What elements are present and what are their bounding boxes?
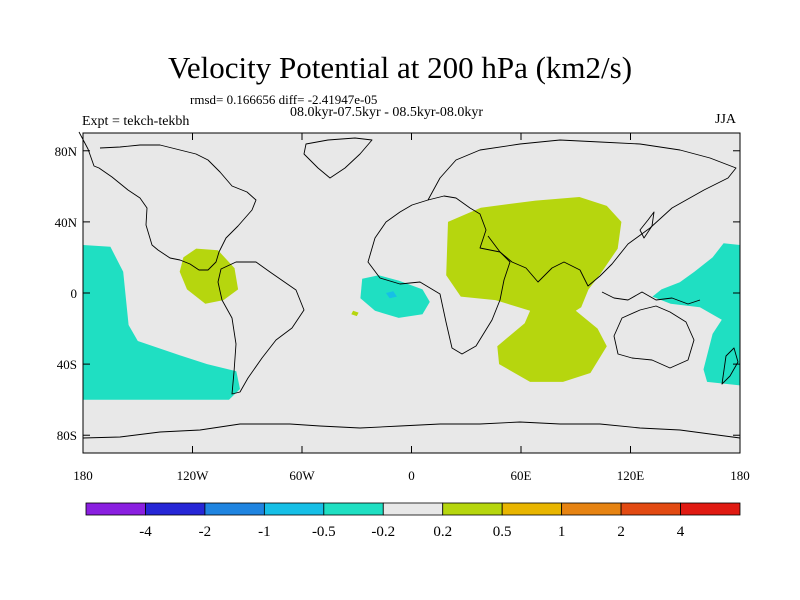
north-america-coast bbox=[78, 131, 257, 271]
period-label: 08.0kyr-07.5kyr - 08.5kyr-08.0kyr bbox=[290, 105, 484, 120]
colorbar-swatch bbox=[501, 502, 563, 516]
x-tick-label: 0 bbox=[408, 468, 415, 483]
x-tick-label: 180 bbox=[730, 468, 750, 483]
japan-coast bbox=[639, 211, 655, 239]
y-tick-label: 40S bbox=[57, 357, 77, 372]
chart-title: Velocity Potential at 200 hPa (km2/s) bbox=[167, 50, 633, 85]
x-tick-label: 120E bbox=[617, 468, 645, 483]
contour-regions bbox=[83, 197, 740, 400]
colorbar-swatch bbox=[382, 502, 444, 516]
colorbar: -4 -2 -1 -0.5 -0.2 0.2 0.5 1 2 4 bbox=[85, 502, 741, 540]
colorbar-swatch bbox=[442, 502, 503, 516]
experiment-label: Expt = tekch-tekbh bbox=[82, 114, 190, 129]
region-central-america bbox=[179, 248, 239, 304]
coastlines bbox=[78, 131, 741, 439]
region-atlantic-core bbox=[386, 291, 397, 299]
eurasia-coast bbox=[427, 139, 737, 287]
colorbar-label: -4 bbox=[139, 524, 152, 540]
colorbar-swatch bbox=[680, 502, 741, 516]
colorbar-swatch bbox=[620, 502, 681, 516]
region-asia-monsoon bbox=[446, 197, 622, 382]
x-tick-label: 180 bbox=[73, 468, 93, 483]
colorbar-label: -2 bbox=[199, 524, 212, 540]
colorbar-label: 1 bbox=[558, 524, 566, 540]
x-tick-label: 60E bbox=[511, 468, 532, 483]
colorbar-label: 4 bbox=[677, 524, 685, 540]
season-label: JJA bbox=[715, 112, 737, 127]
south-america-coast bbox=[217, 261, 305, 395]
stats-text: rmsd= 0.166656 diff= -2.41947e-05 bbox=[190, 92, 378, 107]
colorbar-label: 0.5 bbox=[493, 524, 512, 540]
y-tick-label: 40N bbox=[55, 215, 78, 230]
y-tick-label: 80S bbox=[57, 428, 77, 443]
y-tick-label: 80N bbox=[55, 144, 78, 159]
x-tick-label: 60W bbox=[289, 468, 315, 483]
greenland-coast bbox=[303, 137, 373, 179]
colorbar-label: -0.2 bbox=[371, 524, 395, 540]
region-east-pacific bbox=[83, 245, 240, 400]
colorbar-swatch bbox=[85, 502, 146, 516]
colorbar-label: -0.5 bbox=[312, 524, 336, 540]
colorbar-swatch bbox=[263, 502, 325, 516]
africa-europe-coast bbox=[367, 195, 511, 355]
new-zealand-coast bbox=[721, 347, 739, 385]
colorbar-swatch bbox=[561, 502, 622, 516]
colorbar-label: 2 bbox=[617, 524, 625, 540]
axis-ticks: 180 120W 60W 0 60E 120E 180 80N 40N 0 40S 80S bbox=[55, 133, 750, 483]
australia-coast bbox=[613, 305, 695, 369]
colorbar-swatch bbox=[145, 502, 206, 516]
x-tick-label: 120W bbox=[177, 468, 210, 483]
region-south-atlantic-speck bbox=[351, 310, 359, 317]
colorbar-label: -1 bbox=[258, 524, 271, 540]
region-west-pacific bbox=[652, 243, 740, 386]
colorbar-label: 0.2 bbox=[433, 524, 452, 540]
antarctica-coast bbox=[82, 421, 741, 439]
maritime-islands-coast bbox=[601, 291, 701, 305]
colorbar-swatch bbox=[204, 502, 265, 516]
y-tick-label: 0 bbox=[71, 286, 78, 301]
colorbar-swatch bbox=[323, 502, 384, 516]
